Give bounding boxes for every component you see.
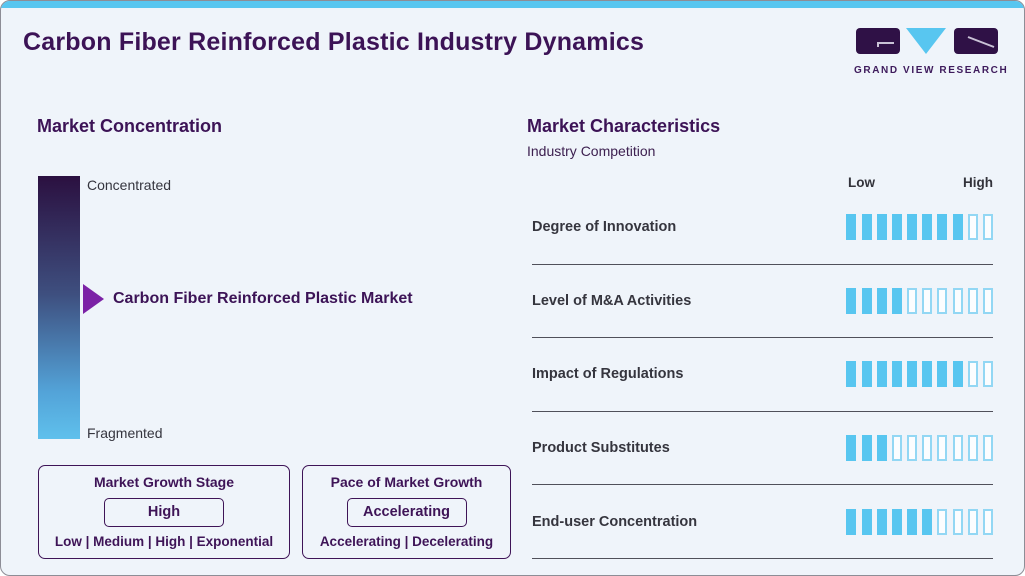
tick-empty xyxy=(967,361,978,388)
tick-filled xyxy=(922,214,933,241)
market-position-arrow-icon xyxy=(83,284,104,314)
tick-empty xyxy=(937,287,948,314)
tick-filled xyxy=(907,361,918,388)
tick-empty xyxy=(983,508,993,535)
growth-stage-options: Low | Medium | High | Exponential xyxy=(54,534,274,549)
concentration-gradient-bar xyxy=(38,176,80,439)
tick-filled xyxy=(846,287,857,314)
market-marker-label: Carbon Fiber Reinforced Plastic Market xyxy=(113,290,413,307)
tick-empty xyxy=(967,287,978,314)
tick-filled xyxy=(891,361,902,388)
growth-stage-title: Market Growth Stage xyxy=(93,474,235,490)
tick-filled xyxy=(891,214,902,241)
pace-value: Accelerating xyxy=(362,504,451,520)
tick-empty xyxy=(937,435,948,462)
growth-stage-selected-box: High xyxy=(104,497,224,527)
rating-ticks xyxy=(846,435,993,462)
characteristic-row: End-user Concentration xyxy=(532,485,993,559)
tick-empty xyxy=(952,435,963,462)
tick-filled xyxy=(861,361,872,388)
rating-ticks xyxy=(846,214,993,241)
gvr-logo: GRAND VIEW RESEARCH xyxy=(854,27,1009,76)
pace-title: Pace of Market Growth xyxy=(330,474,483,490)
tick-filled xyxy=(891,508,902,535)
tick-empty xyxy=(922,435,933,462)
pace-selected-box: Accelerating xyxy=(346,497,467,527)
characteristic-label: End-user Concentration xyxy=(532,513,698,530)
page-title: Carbon Fiber Reinforced Plastic Industry… xyxy=(23,28,645,56)
tick-filled xyxy=(876,361,887,388)
tick-filled xyxy=(937,361,948,388)
scale-legend: Low High xyxy=(848,175,993,190)
tick-filled xyxy=(922,508,933,535)
characteristic-row: Degree of Innovation xyxy=(532,191,993,265)
tick-empty xyxy=(952,508,963,535)
tick-empty xyxy=(907,287,918,314)
characteristic-label: Product Substitutes xyxy=(532,440,670,457)
characteristic-label: Impact of Regulations xyxy=(532,366,684,383)
tick-empty xyxy=(983,361,993,388)
tick-filled xyxy=(876,214,887,241)
tick-filled xyxy=(846,361,857,388)
tick-filled xyxy=(952,214,963,241)
tick-filled xyxy=(952,361,963,388)
rating-ticks xyxy=(846,361,993,388)
tick-filled xyxy=(891,287,902,314)
tick-empty xyxy=(937,508,948,535)
tick-filled xyxy=(861,508,872,535)
tick-empty xyxy=(891,435,902,462)
tick-filled xyxy=(861,435,872,462)
tick-empty xyxy=(983,435,993,462)
tick-filled xyxy=(922,361,933,388)
characteristic-row: Product Substitutes xyxy=(532,412,993,486)
tick-filled xyxy=(861,214,872,241)
tick-filled xyxy=(846,435,857,462)
scale-low-label: Low xyxy=(848,175,875,190)
characteristics-rows: Degree of Innovation Level of M&A Activit… xyxy=(532,191,993,559)
tick-empty xyxy=(967,435,978,462)
pace-options: Accelerating | Decelerating xyxy=(319,534,494,549)
rating-ticks xyxy=(846,287,993,314)
tick-empty xyxy=(983,214,993,241)
tick-filled xyxy=(907,508,918,535)
market-growth-stage-box: Market Growth Stage High Low | Medium | … xyxy=(38,465,290,559)
tick-filled xyxy=(876,435,887,462)
rating-ticks xyxy=(846,508,993,535)
gvr-logo-icon xyxy=(856,28,998,54)
top-accent-strip xyxy=(1,1,1024,8)
tick-empty xyxy=(907,435,918,462)
tick-filled xyxy=(907,214,918,241)
pace-of-growth-box: Pace of Market Growth Accelerating Accel… xyxy=(302,465,511,559)
tick-empty xyxy=(922,287,933,314)
growth-stage-value: High xyxy=(147,504,181,520)
characteristic-row: Level of M&A Activities xyxy=(532,265,993,339)
tick-empty xyxy=(967,508,978,535)
tick-filled xyxy=(876,508,887,535)
tick-filled xyxy=(846,214,857,241)
scale-high-label: High xyxy=(963,175,993,190)
tick-empty xyxy=(952,287,963,314)
market-concentration-heading: Market Concentration xyxy=(37,116,223,136)
tick-empty xyxy=(983,287,993,314)
tick-empty xyxy=(967,214,978,241)
tick-filled xyxy=(937,214,948,241)
industry-competition-subheading: Industry Competition xyxy=(527,143,656,159)
tick-filled xyxy=(876,287,887,314)
gvr-logo-text: GRAND VIEW RESEARCH xyxy=(854,65,1009,76)
characteristic-label: Degree of Innovation xyxy=(532,219,677,236)
characteristic-row: Impact of Regulations xyxy=(532,338,993,412)
tick-filled xyxy=(846,508,857,535)
concentrated-label: Concentrated xyxy=(87,177,172,193)
fragmented-label: Fragmented xyxy=(87,425,163,441)
characteristic-label: Level of M&A Activities xyxy=(532,292,692,309)
market-characteristics-heading: Market Characteristics xyxy=(527,116,721,136)
tick-filled xyxy=(861,287,872,314)
